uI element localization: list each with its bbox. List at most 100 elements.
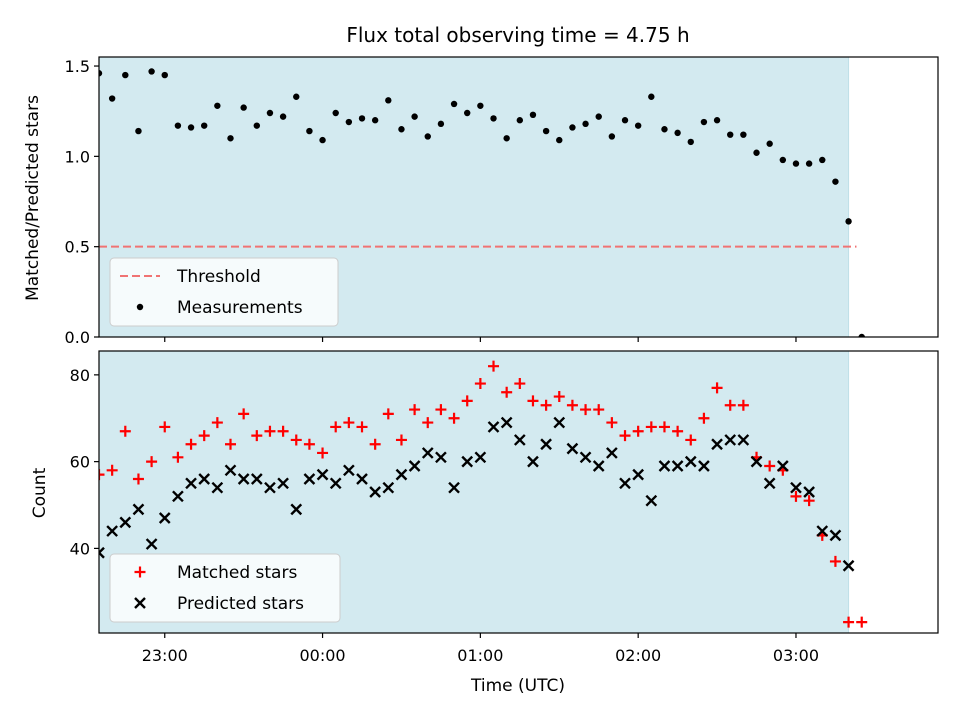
- star-count-panel: 40 60 80 23:00 00:00 01:00 02:00 03:00 Matched s…: [70, 350, 939, 665]
- measurement-point: [477, 102, 484, 109]
- legend-measurement-swatch: [136, 303, 144, 311]
- predicted-star-point: [553, 416, 566, 429]
- predicted-star-point: [750, 455, 763, 468]
- measurement-point: [332, 109, 339, 117]
- predicted-star-point: [408, 460, 421, 472]
- measurement-point: [569, 124, 576, 131]
- matched-star-point: [645, 421, 657, 433]
- predicted-star-point: [119, 516, 132, 529]
- flux-ratio-panel: 0.0 0.5 1.0 1.5 Threshold Measurements: [65, 56, 939, 347]
- measurement-point: [832, 178, 839, 185]
- predicted-star-point: [448, 481, 460, 494]
- predicted-star-point: [198, 473, 211, 485]
- matched-star-point: [225, 438, 237, 450]
- matched-star-point: [409, 404, 421, 416]
- measurement-point: [135, 127, 142, 135]
- predicted-star-point: [250, 473, 263, 485]
- measurement-point: [529, 111, 537, 119]
- legend-label: Matched stars: [177, 563, 297, 583]
- matched-star-point: [277, 425, 289, 437]
- matched-star-point: [540, 399, 552, 411]
- x-tick-label: 02:00: [615, 646, 661, 665]
- measurement-point: [253, 122, 261, 129]
- matched-star-point: [99, 469, 105, 481]
- predicted-star-point: [99, 546, 105, 559]
- matched-star-point: [685, 434, 697, 446]
- predicted-star-point: [803, 486, 815, 498]
- matched-star-point: [435, 404, 447, 416]
- measurement-point: [582, 120, 589, 128]
- y-tick-label: 0.0: [65, 328, 90, 347]
- measurement-point: [858, 333, 865, 337]
- matched-star-point: [698, 412, 710, 424]
- matched-star-point: [790, 490, 802, 502]
- predicted-star-point: [513, 434, 526, 446]
- matched-star-point: [829, 555, 841, 567]
- matched-star-point: [501, 386, 513, 398]
- matched-star-point: [132, 473, 144, 485]
- matched-star-point: [803, 495, 815, 507]
- matched-star-point: [159, 421, 171, 433]
- predicted-star-point: [461, 455, 474, 468]
- measurement-point: [424, 133, 431, 140]
- legend-label: Measurements: [177, 298, 303, 318]
- measurement-point: [201, 122, 208, 129]
- matched-star-point: [251, 430, 263, 442]
- predicted-star-point: [711, 438, 723, 451]
- measurement-point: [621, 117, 629, 124]
- predicted-star-point: [619, 477, 631, 490]
- predicted-star-point: [606, 447, 618, 459]
- predicted-star-point: [211, 481, 224, 494]
- predicted-star-point: [343, 464, 355, 477]
- predicted-star-point: [566, 442, 579, 455]
- matched-star-point: [672, 425, 684, 437]
- predicted-star-point: [724, 434, 737, 446]
- predicted-star-point: [776, 460, 789, 472]
- measurement-point: [687, 138, 694, 146]
- measurement-point: [845, 218, 852, 225]
- matched-star-point: [514, 378, 526, 390]
- measurement-point: [503, 135, 510, 142]
- measurement-point: [792, 160, 800, 167]
- measurement-point: [227, 135, 234, 142]
- matched-star-point: [737, 399, 749, 411]
- matched-star-point: [330, 421, 342, 433]
- predicted-star-point: [632, 468, 645, 481]
- x-tick-label: 01:00: [457, 646, 503, 665]
- matched-star-point: [198, 430, 210, 442]
- matched-star-point: [422, 417, 434, 429]
- y-tick-label: 0.5: [65, 238, 90, 257]
- matched-star-point: [106, 464, 118, 476]
- matched-star-point: [356, 421, 368, 433]
- predicted-star-point: [435, 451, 447, 464]
- measurement-point: [779, 156, 787, 164]
- predicted-star-point: [356, 473, 368, 485]
- predicted-star-point: [592, 460, 605, 472]
- axes-frame: [98, 56, 939, 338]
- predicted-star-point: [303, 473, 316, 485]
- matched-star-point: [211, 417, 223, 429]
- y-tick-label: 1.5: [65, 57, 90, 76]
- y-axis-label-bottom: Count: [30, 467, 50, 518]
- matched-star-point: [290, 434, 302, 446]
- matched-star-point: [238, 408, 250, 420]
- measurement-point: [214, 102, 221, 109]
- measurement-point: [740, 131, 747, 138]
- matched-star-point: [553, 391, 565, 403]
- predicted-star-point: [816, 525, 829, 537]
- matched-star-point: [711, 382, 723, 394]
- measurement-point: [385, 97, 392, 104]
- matched-star-point: [382, 408, 394, 420]
- measurement-point: [805, 160, 813, 167]
- measurement-point: [411, 113, 418, 120]
- measurement-point: [240, 104, 247, 111]
- legend-matched-swatch: [134, 566, 146, 578]
- measurement-point: [293, 93, 300, 100]
- y-tick-label: 40: [70, 539, 90, 558]
- measurement-point: [122, 71, 129, 79]
- legend-predicted-swatch: [134, 597, 146, 609]
- predicted-star-point: [829, 529, 842, 542]
- predicted-star-point: [369, 486, 382, 498]
- x-tick-label: 00:00: [300, 646, 346, 665]
- x-tick-label: 23:00: [142, 646, 188, 665]
